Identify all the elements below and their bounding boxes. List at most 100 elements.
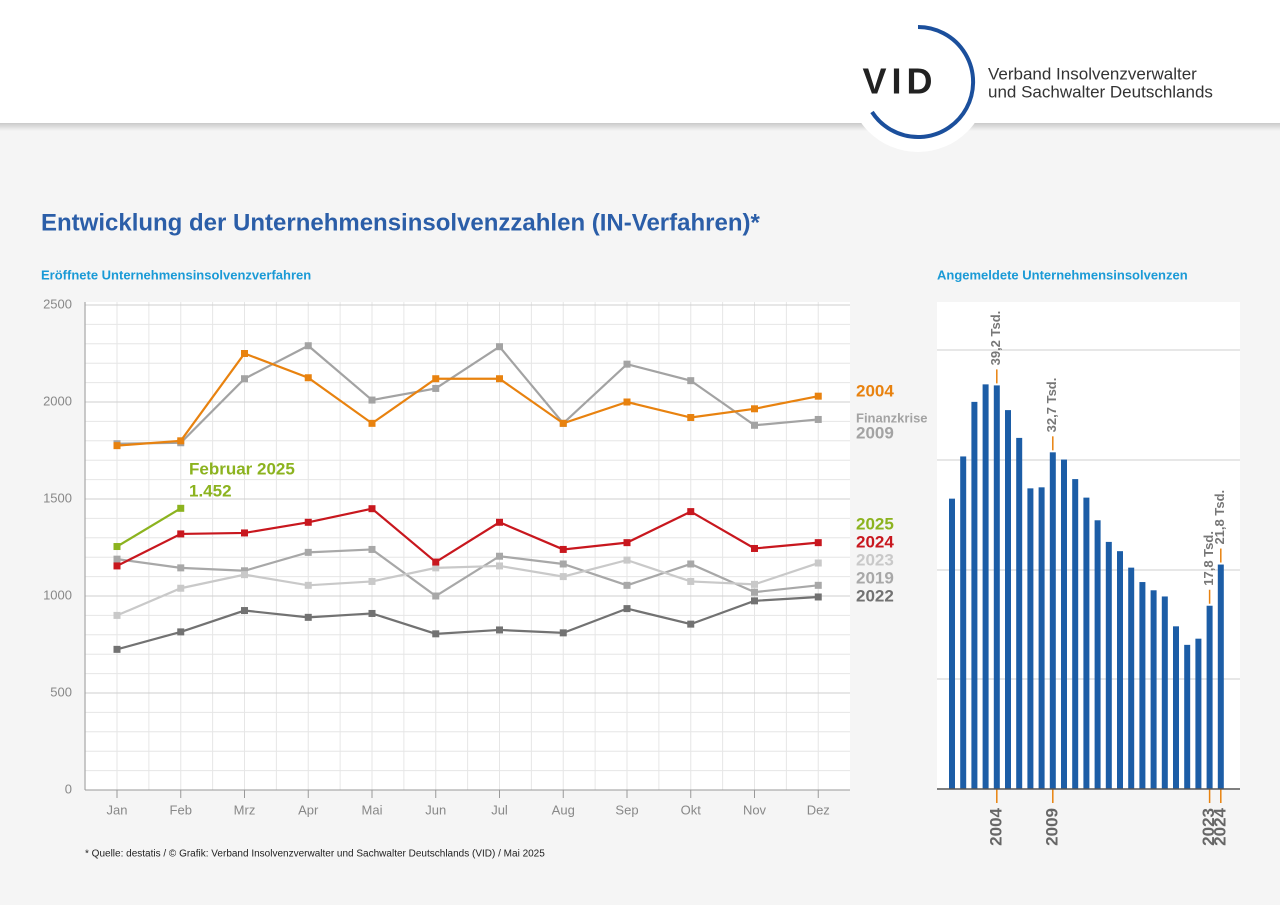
marker (623, 581, 631, 589)
header (0, 0, 1280, 123)
series-line (116, 548, 819, 598)
marker (623, 539, 631, 547)
marker (814, 415, 822, 423)
header-shadow (0, 123, 1280, 131)
x-tick-label: Apr (298, 802, 319, 817)
chart-title: Angemeldete Unternehmensinsolvenzen (937, 267, 1188, 282)
marker (241, 529, 248, 537)
bar (1061, 459, 1067, 789)
bar (1117, 551, 1123, 789)
marker (241, 350, 248, 357)
value-label: 17,8 Tsd. (1201, 531, 1216, 586)
bar (1038, 487, 1045, 789)
bar (1139, 582, 1146, 789)
marker (304, 518, 312, 526)
marker (368, 545, 376, 553)
x-tick-label: 2009 (1042, 808, 1061, 846)
marker (751, 405, 758, 413)
logo-disc (848, 12, 988, 152)
marker (241, 375, 248, 383)
x-tick-label: 2024 (1210, 807, 1229, 845)
value-label: 1.452 (189, 481, 232, 500)
legend-label: 2024 (856, 532, 894, 551)
marker (559, 419, 567, 427)
marker (496, 626, 503, 634)
bar (1083, 497, 1090, 789)
marker (368, 609, 376, 617)
marker (241, 567, 248, 575)
marker (113, 543, 121, 551)
marker (432, 558, 440, 566)
marker (113, 645, 121, 653)
bar (1161, 596, 1168, 789)
org-name: und Sachwalter Deutschlands (988, 82, 1213, 101)
x-tick-label: Jul (491, 802, 508, 817)
y-tick-label: 0 (65, 781, 72, 796)
annotation: Februar 2025 (189, 459, 295, 478)
marker (113, 562, 121, 570)
marker (177, 437, 185, 445)
logo-arc (870, 25, 976, 139)
bar (1016, 437, 1023, 789)
bar (1206, 605, 1213, 789)
marker (623, 360, 631, 368)
marker (368, 419, 376, 427)
x-tick-label: Aug (552, 802, 575, 817)
page-title: Entwicklung der Unternehmensinsolvenzzah… (41, 209, 760, 236)
series-line (116, 595, 819, 651)
value-label: 21,8 Tsd. (1212, 490, 1227, 545)
marker (814, 539, 822, 547)
marker (177, 530, 185, 538)
marker (687, 414, 695, 422)
marker (814, 593, 822, 601)
bar (1173, 626, 1179, 789)
marker (751, 588, 758, 596)
marker (432, 592, 440, 600)
marker (368, 396, 376, 404)
legend-label: 2019 (856, 568, 894, 587)
marker (432, 375, 440, 383)
bar (1105, 541, 1112, 789)
y-tick-label: 2500 (43, 296, 72, 311)
series-line (116, 507, 182, 548)
y-tick-label: 1000 (43, 587, 72, 602)
marker (751, 544, 758, 552)
marker (304, 342, 312, 350)
logo: VID (862, 61, 937, 102)
marker (241, 571, 248, 579)
bar (949, 498, 955, 789)
series-line (116, 558, 819, 617)
x-tick-label: Okt (681, 802, 702, 817)
marker (432, 630, 440, 638)
marker (496, 343, 503, 351)
marker (113, 555, 121, 563)
series-line (116, 352, 819, 447)
footnote: * Quelle: destatis / © Grafik: Verband I… (85, 849, 545, 860)
bar (1184, 644, 1191, 789)
legend-label: 2023 (856, 550, 894, 569)
x-tick-label: Sep (615, 802, 638, 817)
bar (993, 385, 1000, 789)
marker (177, 564, 185, 572)
marker (623, 605, 631, 613)
marker (687, 560, 695, 568)
chart-title: Eröffnete Unternehmensinsolvenzverfahren (41, 267, 311, 282)
marker (687, 577, 695, 585)
marker (368, 505, 376, 513)
marker (496, 518, 503, 526)
marker (113, 611, 121, 619)
marker (496, 562, 503, 570)
marker (113, 442, 121, 450)
bar (982, 384, 989, 789)
legend-label: 2004 (856, 381, 894, 400)
marker (687, 620, 695, 628)
x-tick-label: 2023 (1199, 808, 1218, 846)
bar (1094, 520, 1101, 789)
marker (559, 560, 567, 568)
marker (177, 504, 185, 512)
x-tick-label: Feb (170, 802, 192, 817)
bar (1217, 564, 1224, 789)
x-tick-label: Mai (362, 802, 383, 817)
x-tick-label: 2004 (986, 807, 1005, 845)
